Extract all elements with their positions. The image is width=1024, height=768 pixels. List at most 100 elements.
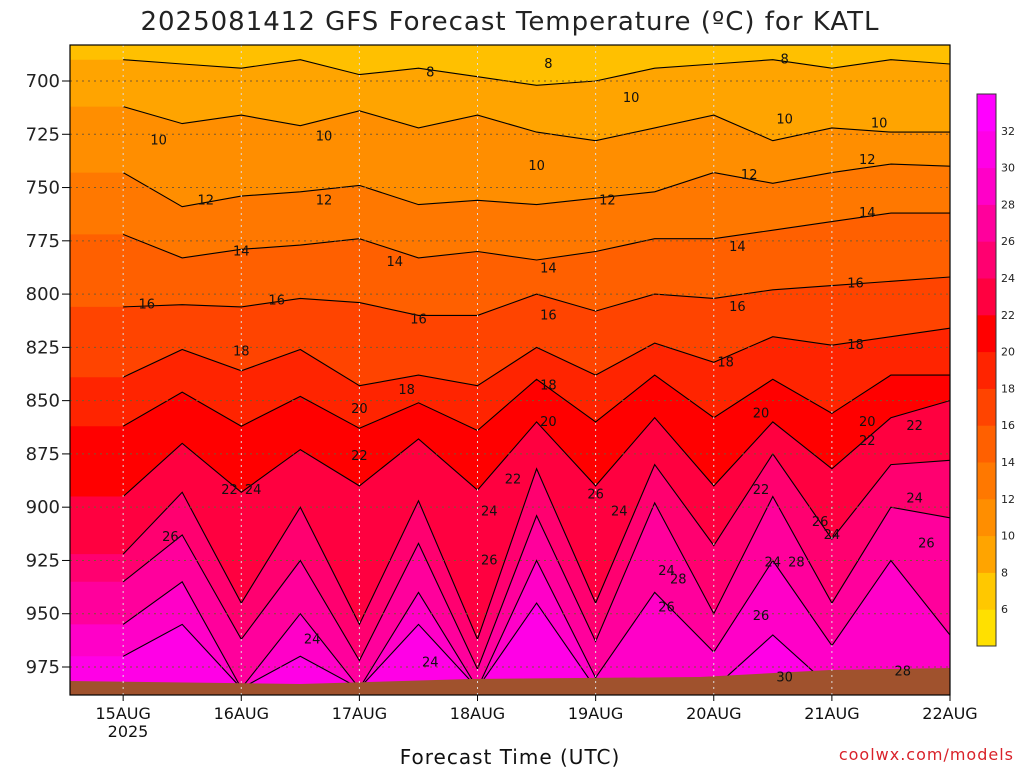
colorbar-tick-label: 20 xyxy=(1001,346,1015,359)
colorbar-tick-label: 10 xyxy=(1001,530,1015,543)
colorbar-frame xyxy=(976,93,997,647)
contour-label: 22 xyxy=(351,449,368,464)
contour-label: 22 xyxy=(859,434,876,449)
colorbar-tick-label: 16 xyxy=(1001,419,1015,432)
colorbar-tick-label: 24 xyxy=(1001,272,1015,285)
colorbar-swatch xyxy=(977,351,996,389)
contour-line-26 xyxy=(122,495,950,671)
colorbar-tick-label: 22 xyxy=(1001,309,1015,322)
y-tick-label: 825 xyxy=(26,337,60,358)
colorbar-swatch xyxy=(977,94,996,132)
contour-line-14 xyxy=(122,212,950,261)
contour-label: 20 xyxy=(859,415,876,430)
contour-line-30 xyxy=(122,602,950,690)
contour-label: 8 xyxy=(780,53,788,68)
colorbar-swatch xyxy=(977,204,996,242)
y-tick-label: 725 xyxy=(26,124,60,145)
contour-label: 30 xyxy=(776,671,793,686)
contour-line-24 xyxy=(122,452,950,641)
contour-label: 14 xyxy=(387,255,404,270)
x-tick-label: 18AUG xyxy=(450,704,505,723)
contour-label: 10 xyxy=(316,129,333,144)
contour-label: 26 xyxy=(658,600,675,615)
contour-line-18 xyxy=(122,327,950,387)
contour-label: 16 xyxy=(410,313,427,328)
contour-label: 24 xyxy=(422,656,439,671)
contour-label: 16 xyxy=(268,294,285,309)
contour-label: 28 xyxy=(788,556,805,571)
contour-label: 20 xyxy=(540,415,557,430)
contour-line-20 xyxy=(122,374,950,432)
colorbar-tick-label: 32 xyxy=(1001,125,1015,138)
temperature-band-30 xyxy=(70,603,950,695)
y-tick-label: 750 xyxy=(26,178,60,199)
contour-label: 14 xyxy=(233,245,250,260)
contour-label: 22 xyxy=(906,419,923,434)
plot-frame xyxy=(69,44,951,696)
colorbar-tick-label: 14 xyxy=(1001,456,1015,469)
x-tick-label: 20AUG xyxy=(686,704,741,723)
contour-label: 10 xyxy=(623,91,640,106)
contour-label: 24 xyxy=(481,504,498,519)
contour-line-28 xyxy=(122,559,950,690)
colorbar-swatch xyxy=(977,278,996,316)
contour-label: 18 xyxy=(398,383,415,398)
x-tick-label: 15AUG xyxy=(95,704,150,723)
colorbar-swatch xyxy=(977,535,996,573)
contour-label: 14 xyxy=(540,262,557,277)
contour-label: 28 xyxy=(895,664,912,679)
colorbar-tick-label: 28 xyxy=(1001,198,1015,211)
contour-label: 16 xyxy=(729,300,746,315)
contour-label: 22 xyxy=(505,473,522,488)
x-tick-label: 17AUG xyxy=(332,704,387,723)
x-tick-label: 22AUG xyxy=(922,704,977,723)
contour-label: 22 xyxy=(221,483,238,498)
contour-label: 12 xyxy=(741,168,758,183)
ground-surface xyxy=(70,668,950,695)
contour-label: 20 xyxy=(351,402,368,417)
contour-label: 18 xyxy=(847,338,864,353)
contour-label: 24 xyxy=(245,483,262,498)
contour-label: 24 xyxy=(765,556,782,571)
colorbar-tick-label: 30 xyxy=(1001,162,1015,175)
colorbar-swatch xyxy=(977,425,996,463)
y-tick-label: 800 xyxy=(26,284,60,305)
contour-label: 26 xyxy=(587,487,604,502)
y-tick-label: 775 xyxy=(26,231,60,252)
contour-label: 16 xyxy=(540,308,557,323)
contour-label: 12 xyxy=(599,193,616,208)
contour-label: 22 xyxy=(753,483,770,498)
y-tick-label: 975 xyxy=(26,657,60,678)
colorbar-swatch xyxy=(977,498,996,537)
colorbar-tick-label: 18 xyxy=(1001,382,1015,395)
chart-title: 2025081412 GFS Forecast Temperature (ºC)… xyxy=(140,7,879,37)
contour-label: 26 xyxy=(753,609,770,624)
contour-label: 26 xyxy=(162,530,179,545)
contour-line-22 xyxy=(122,400,950,497)
contour-label: 18 xyxy=(540,379,557,394)
contour-label: 12 xyxy=(316,193,333,208)
contour-line-16 xyxy=(123,276,950,316)
contour-label: 26 xyxy=(918,536,935,551)
contour-label: 20 xyxy=(753,406,770,421)
contour-label: 14 xyxy=(729,240,746,255)
contour-label: 24 xyxy=(304,632,321,647)
contour-line-8 xyxy=(123,59,950,86)
contour-label: 26 xyxy=(481,554,498,569)
contour-label: 8 xyxy=(426,66,434,81)
colorbar-swatch xyxy=(977,314,996,353)
colorbar-swatch xyxy=(977,609,996,647)
contour-label: 24 xyxy=(906,492,923,507)
colorbar-swatch xyxy=(977,130,996,169)
x-axis-label: Forecast Time (UTC) xyxy=(400,745,621,768)
contour-label: 26 xyxy=(812,515,829,530)
contour-label: 16 xyxy=(847,276,864,291)
contour-label: 8 xyxy=(544,57,552,72)
x-year-label: 2025 xyxy=(108,722,149,741)
contour-label: 12 xyxy=(859,153,876,168)
y-tick-label: 700 xyxy=(26,71,60,92)
contour-line-12 xyxy=(122,163,950,208)
credit-text: coolwx.com/models xyxy=(839,745,1014,764)
contour-label: 14 xyxy=(859,206,876,221)
